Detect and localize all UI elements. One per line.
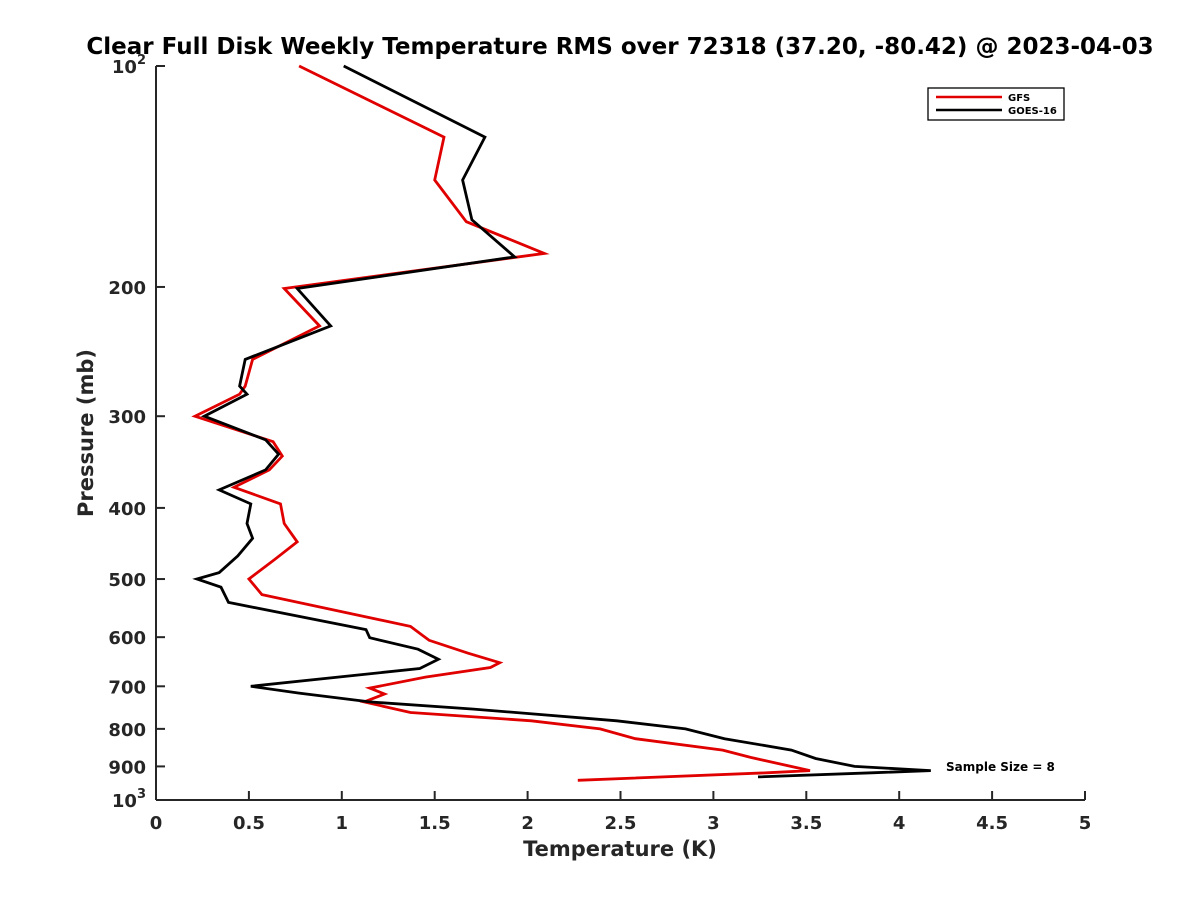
y-tick-label: 700 [108,677,146,698]
legend: GFS GOES-16 [927,87,1065,121]
y-tick-label: 400 [108,499,146,520]
x-tick-label: 4.5 [976,813,1008,834]
series-line-gfs [191,64,811,782]
legend-box [927,87,1065,121]
y-tick-label: 200 [108,278,146,299]
x-tick-label: 4 [893,813,906,834]
x-tick-label: 3 [707,813,720,834]
y-tick-label: 800 [108,720,146,741]
y-ticks: 200 300 400 500 600 700 800 900 102 103 [108,53,165,812]
legend-label-goes16: GOES-16 [1008,106,1057,117]
x-tick-label: 0.5 [233,813,265,834]
y-tick-label-exponent: 103 [112,787,146,812]
y-axis-label: Pressure (mb) [74,349,98,517]
x-tick-label: 5 [1079,813,1092,834]
y-tick-label: 600 [108,628,146,649]
sample-size-annotation: Sample Size = 8 [946,760,1055,774]
y-tick-label: 900 [108,757,146,778]
x-tick-label: 0 [150,813,163,834]
y-tick-label: 300 [108,407,146,428]
x-axis-label: Temperature (K) [523,837,717,861]
legend-label-gfs: GFS [1008,93,1030,104]
y-tick-label: 500 [108,570,146,591]
x-tick-label: 3.5 [790,813,822,834]
x-tick-label: 1 [336,813,349,834]
x-tick-label: 2.5 [605,813,637,834]
series-line-goes-16 [192,64,931,779]
chart-title: Clear Full Disk Weekly Temperature RMS o… [86,34,1153,60]
x-tick-label: 2 [521,813,534,834]
plot-lines [191,64,931,782]
x-tick-label: 1.5 [419,813,451,834]
x-ticks: 0 0.5 1 1.5 2 2.5 3 3.5 4 4.5 5 [150,791,1092,834]
y-tick-label-exponent: 102 [112,53,146,78]
